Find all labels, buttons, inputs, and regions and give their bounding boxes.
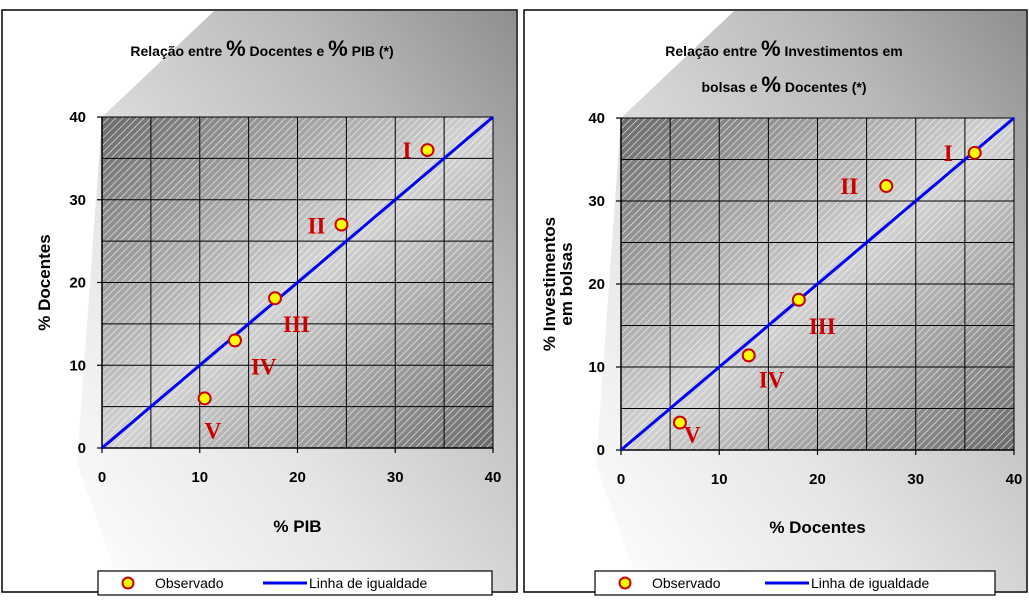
x-axis-label: % Docentes	[769, 518, 865, 537]
point-label-ii: II	[840, 174, 858, 199]
y-axis-label: % Investimentos	[540, 217, 559, 351]
data-point-i	[967, 145, 982, 160]
y-tick-label: 10	[588, 359, 605, 376]
x-tick-label: 30	[907, 471, 924, 488]
title-text-part: Docentes (*)	[781, 79, 867, 95]
legend-label-equality: Linha de igualdade	[309, 575, 428, 591]
x-tick-label: 0	[98, 469, 106, 486]
x-axis-label: % PIB	[273, 517, 321, 536]
x-tick-label: 40	[485, 469, 502, 486]
legend: Observado Linha de igualdade	[97, 570, 493, 596]
data-point-v	[197, 391, 212, 406]
equality-line	[101, 115, 494, 450]
title-text-part: bolsas e	[701, 79, 761, 95]
y-tick-label: 40	[69, 109, 86, 126]
data-point-ii	[334, 217, 349, 232]
point-label-ii: II	[308, 214, 326, 239]
legend-label-observed: Observado	[155, 575, 224, 591]
equality-line	[620, 116, 1015, 452]
chart-title: Relação entre % Investimentos em	[665, 36, 902, 61]
data-point-iv	[227, 333, 242, 348]
point-label-iii: III	[809, 314, 836, 339]
legend-marker-icon	[618, 576, 632, 590]
x-tick-label: 20	[809, 471, 826, 488]
x-tick-label: 30	[387, 469, 404, 486]
title-text-part: PIB (*)	[348, 43, 394, 59]
title-percent-sign: %	[226, 36, 246, 61]
chart-docentes-vs-pib: 0 10 20 30 40 0 10 20 30 40 Relação entre % Docent…	[1, 9, 518, 596]
title-text-part: Relação entre	[130, 43, 226, 59]
data-point-i	[420, 143, 435, 158]
y-tick-label: 0	[597, 442, 605, 459]
chart-investimentos-vs-docentes: 0 10 20 30 40 0 10 20 30 40 Relação entre % Invest…	[523, 9, 1028, 596]
y-tick-label: 0	[78, 440, 86, 457]
chart-title: bolsas e % Docentes (*)	[701, 72, 866, 97]
y-tick-label: 20	[588, 276, 605, 293]
legend: Observado Linha de igualdade	[594, 570, 996, 596]
title-text-part: Investimentos em	[781, 43, 903, 59]
chart-title: Relação entre % Docentes e % PIB (*)	[130, 36, 393, 61]
point-label-iv: IV	[251, 354, 277, 379]
point-label-i: I	[944, 141, 953, 166]
y-tick-label: 30	[69, 192, 86, 209]
point-label-i: I	[403, 138, 412, 163]
x-tick-label: 0	[617, 471, 625, 488]
legend-label-equality: Linha de igualdade	[811, 575, 930, 591]
point-label-v: V	[684, 423, 701, 448]
y-axis-label: em bolsas	[557, 242, 576, 325]
x-tick-label: 10	[191, 469, 208, 486]
title-percent-sign: %	[761, 72, 781, 97]
y-tick-label: 20	[69, 275, 86, 292]
data-point-iv	[741, 348, 756, 363]
data-point-v	[672, 415, 687, 430]
data-point-ii	[879, 179, 894, 194]
legend-label-observed: Observado	[652, 575, 721, 591]
title-text-part: Docentes e	[246, 43, 328, 59]
legend-marker-icon	[121, 576, 135, 590]
data-point-iii	[791, 292, 806, 307]
point-label-v: V	[205, 418, 222, 443]
y-tick-label: 40	[588, 110, 605, 127]
x-tick-label: 40	[1006, 471, 1023, 488]
title-text-part: Relação entre	[665, 43, 761, 59]
point-label-iii: III	[283, 312, 310, 337]
title-percent-sign: %	[761, 36, 781, 61]
y-tick-label: 30	[588, 193, 605, 210]
x-tick-label: 10	[711, 471, 728, 488]
x-tick-label: 20	[289, 469, 306, 486]
y-tick-label: 10	[69, 357, 86, 374]
y-axis-label: % Docentes	[35, 234, 54, 330]
title-percent-sign: %	[328, 36, 348, 61]
point-label-iv: IV	[759, 367, 785, 392]
data-point-iii	[268, 291, 283, 306]
